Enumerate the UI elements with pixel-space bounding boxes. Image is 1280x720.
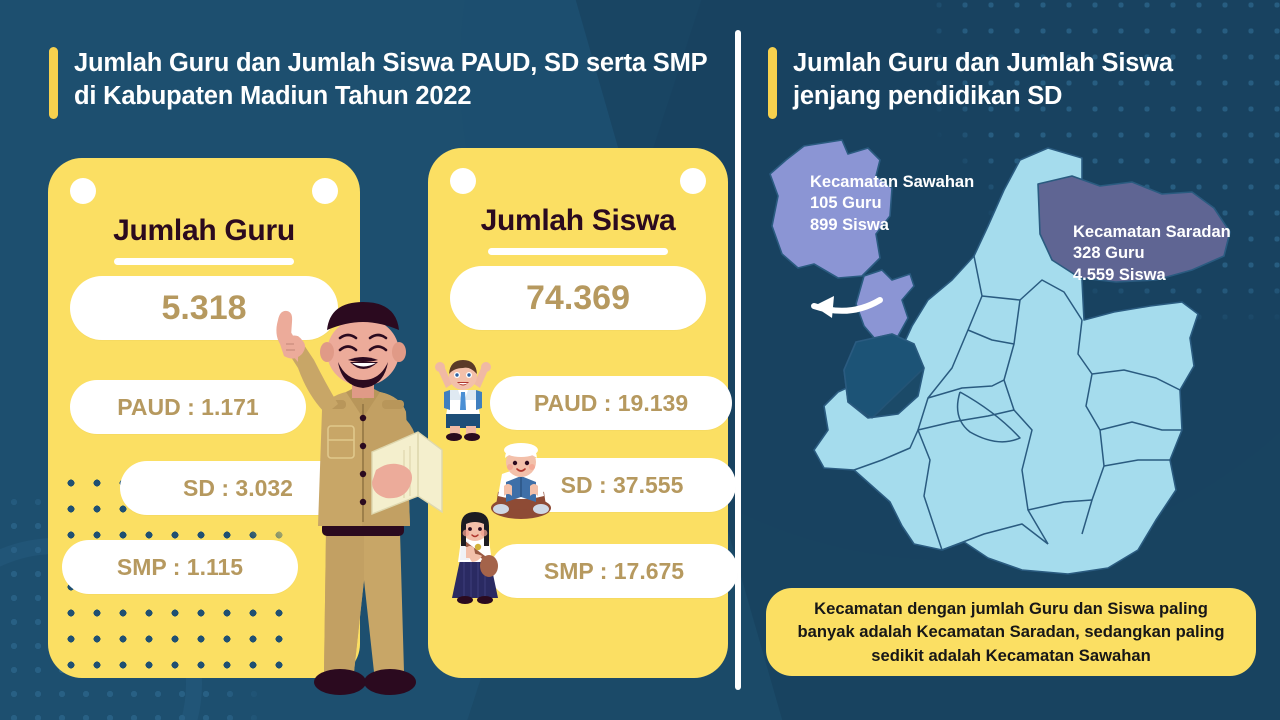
map-label-sawahan: Kecamatan Sawahan 105 Guru 899 Siswa: [810, 172, 974, 236]
map-region-saradan: [1037, 175, 1231, 283]
left-panel-header: Jumlah Guru dan Jumlah Siswa PAUD, SD se…: [49, 47, 709, 119]
punch-hole-right-icon: [312, 178, 338, 204]
guru-smp-value: SMP : 1.115: [62, 540, 298, 594]
guru-total-value: 5.318: [70, 276, 338, 340]
map-region-sawahan: [855, 269, 915, 341]
map-label-sawahan-name: Kecamatan Sawahan: [810, 173, 975, 191]
kabupaten-madiun-map: [769, 139, 1231, 575]
map-label-sawahan-guru: 105 Guru: [810, 194, 882, 213]
map-label-saradan-name: Kecamatan Saradan: [1073, 223, 1231, 241]
card-guru-title-underline: [114, 258, 294, 265]
punch-hole-left-icon: [70, 178, 96, 204]
map-region-dark-shade: [843, 333, 925, 419]
right-panel-header: Jumlah Guru dan Jumlah Siswa jenjang pen…: [768, 47, 1238, 119]
card-jumlah-guru: Jumlah Guru 5.318 PAUD : 1.171 SD : 3.03…: [48, 158, 360, 678]
siswa-paud-value: PAUD : 19.139: [490, 376, 732, 430]
student-sd-illustration: [491, 443, 551, 519]
panel-divider: [735, 30, 741, 690]
map-label-sawahan-siswa: 899 Siswa: [810, 215, 889, 234]
guru-paud-value: PAUD : 1.171: [70, 380, 306, 434]
right-panel-title: Jumlah Guru dan Jumlah Siswa jenjang pen…: [793, 49, 1173, 110]
teacher-illustration: [276, 302, 443, 695]
map-label-saradan-guru: 328 Guru: [1073, 244, 1145, 263]
map-label-saradan: Kecamatan Saradan 328 Guru 4.559 Siswa: [1073, 222, 1231, 286]
student-paud-illustration: [435, 360, 491, 441]
card-guru-title: Jumlah Guru: [113, 214, 295, 247]
map-district-borders: [853, 255, 1182, 551]
accent-bar-left: [49, 47, 58, 119]
accent-bar-right: [768, 47, 777, 119]
punch-hole-right-icon: [680, 168, 706, 194]
siswa-total-value: 74.369: [450, 266, 706, 330]
card-siswa-title-underline: [488, 248, 668, 255]
student-smp-illustration: [452, 512, 498, 604]
summary-note: Kecamatan dengan jumlah Guru dan Siswa p…: [766, 588, 1256, 676]
card-siswa-title: Jumlah Siswa: [480, 204, 676, 237]
guru-sd-value: SD : 3.032: [120, 461, 356, 515]
map-label-saradan-siswa: 4.559 Siswa: [1073, 265, 1166, 284]
siswa-smp-value: SMP : 17.675: [490, 544, 738, 598]
map-pointer-arrow-icon: [811, 296, 883, 318]
punch-hole-left-icon: [450, 168, 476, 194]
map-region-sawahan-inset: [769, 139, 893, 279]
left-panel-title: Jumlah Guru dan Jumlah Siswa PAUD, SD se…: [74, 49, 707, 110]
